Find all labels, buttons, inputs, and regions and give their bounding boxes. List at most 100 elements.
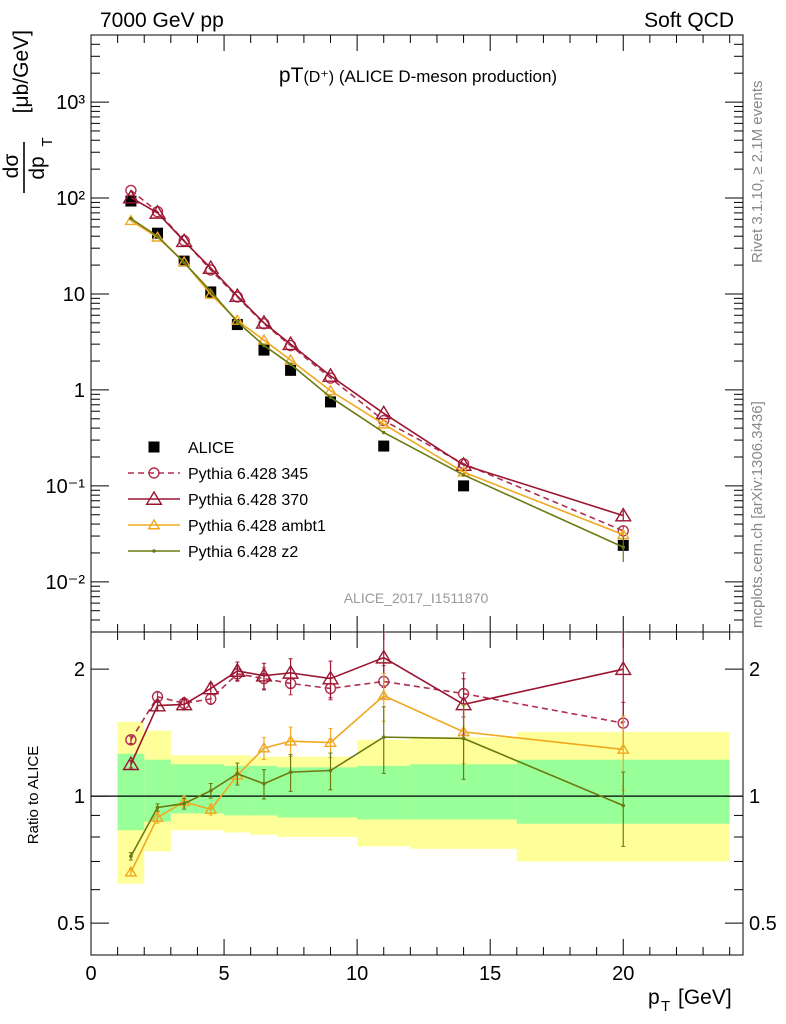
ratio-point <box>202 680 220 695</box>
ratio-point <box>328 768 333 773</box>
legend-marker <box>147 518 161 530</box>
ratio-point <box>262 781 266 786</box>
main-point <box>461 473 466 477</box>
ratio-series-pythia-6.428-370 <box>122 631 632 771</box>
ratio-point <box>614 660 632 676</box>
plot-title-paren: (D⁺) <box>303 69 334 86</box>
ratio-plot-area: 0.5 0.51 12 20 5 10 15 20 <box>57 631 777 985</box>
legend-label: Pythia 6.428 ambt1 <box>188 518 326 535</box>
main-y-tick-label: 10 <box>63 284 85 306</box>
main-point <box>255 314 273 329</box>
ratio-point <box>324 736 337 747</box>
main-point <box>129 216 133 221</box>
legend-label: Pythia 6.428 370 <box>188 492 308 509</box>
legend-marker <box>145 490 163 505</box>
main-series-pythia-6.428-z2 <box>129 216 626 562</box>
main-point <box>378 440 390 452</box>
main-point <box>148 204 167 219</box>
main-point <box>288 362 293 367</box>
ratio-point <box>129 854 133 859</box>
ratio-band-green <box>357 765 411 820</box>
x-tick-label: 20 <box>612 963 634 985</box>
main-point <box>324 384 337 396</box>
ratio-point <box>208 788 213 793</box>
main-point <box>621 545 626 549</box>
xlabel-main: p <box>648 986 660 1009</box>
mcplots-label: mcplots.cern.ch [arXiv:1306.3436] <box>749 401 766 628</box>
main-y-tick-label: 1 <box>74 380 85 402</box>
main-point <box>151 230 165 242</box>
header-energy-label: 7000 GeV pp <box>100 9 224 32</box>
main-series-pythia-6.428-345 <box>125 184 629 537</box>
ratio-frame <box>90 631 744 956</box>
main-point <box>458 480 470 492</box>
legend: ALICE Pythia 6.428 345 Pythia 6.428 370 Pyt… <box>128 440 326 561</box>
main-point <box>282 335 300 351</box>
ratio-point <box>148 697 167 712</box>
ratio-point <box>235 771 240 776</box>
ylabel-units: [μb/GeV] <box>10 30 33 113</box>
legend-item: Pythia 6.428 z2 <box>128 544 298 561</box>
analysis-watermark: ALICE_2017_I1511870 <box>344 590 489 606</box>
main-point <box>177 255 191 267</box>
ratio-y-tick-label-right: 1 <box>749 786 760 808</box>
main-series-line <box>130 220 624 536</box>
ratio-point <box>377 689 391 701</box>
x-tick-label: 0 <box>85 963 96 985</box>
ratio-point <box>255 667 273 682</box>
ratio-point <box>125 734 137 746</box>
ratio-point <box>381 735 386 739</box>
ylabel-denominator-sub: T <box>39 137 56 146</box>
main-point <box>202 259 220 275</box>
legend-label: Pythia 6.428 345 <box>188 466 308 483</box>
ratio-point <box>321 670 340 685</box>
main-point <box>285 364 297 376</box>
ratio-ylabel: Ratio to ALICE <box>25 746 42 844</box>
ratio-point <box>155 805 160 810</box>
legend-marker <box>148 441 160 453</box>
main-plot-area: 10⁻² 10⁻¹ 1 10 10² 10³ <box>46 34 744 633</box>
main-point <box>325 396 337 408</box>
legend-item: Pythia 6.428 370 <box>128 490 308 509</box>
rivet-version-label: Rivet 3.1.10, ≥ 2.1M events <box>749 81 766 264</box>
plot-title-rest: (ALICE D-meson production) <box>334 67 557 86</box>
ratio-point <box>124 865 138 877</box>
main-point <box>454 456 473 471</box>
main-point <box>178 234 190 247</box>
ratio-panel: 0.5 0.51 12 20 5 10 15 20 <box>57 631 777 985</box>
main-point <box>208 289 213 293</box>
main-frame <box>90 34 744 633</box>
ratio-point <box>375 649 393 664</box>
xlabel-units: [GeV] <box>678 986 732 1009</box>
ratio-point <box>621 803 626 808</box>
x-tick-label: 5 <box>218 963 229 985</box>
main-y-tick-label: 10⁻¹ <box>46 476 86 498</box>
plot-title-main: pT <box>279 64 304 87</box>
ratio-series-line <box>130 672 624 741</box>
main-point <box>122 189 140 204</box>
legend-item: Pythia 6.428 345 <box>128 466 308 483</box>
ratio-point <box>175 696 193 711</box>
main-point <box>125 195 137 207</box>
legend-marker <box>148 467 160 479</box>
main-point <box>262 343 266 348</box>
ratio-point <box>204 803 218 814</box>
main-y-tick-label: 10² <box>56 188 85 210</box>
xlabel-sub: T <box>661 998 670 1015</box>
legend-item: ALICE <box>148 440 234 457</box>
plot-title: pT(D⁺) (ALICE D-meson production) <box>279 64 557 87</box>
main-point <box>155 234 160 239</box>
main-point <box>228 287 246 303</box>
ratio-y-tick-label-left: 0.5 <box>57 913 85 935</box>
main-y-tick-label: 10³ <box>56 92 85 114</box>
x-tick-label: 10 <box>346 963 368 985</box>
main-series-pythia-6.428-370 <box>122 189 632 522</box>
legend-marker <box>152 549 156 553</box>
ratio-y-tick-label-left: 1 <box>74 786 85 808</box>
ratio-y-tick-label-left: 2 <box>74 659 85 681</box>
legend-label: ALICE <box>188 440 234 457</box>
main-y-tick-label: 10⁻² <box>46 572 86 594</box>
xlabel: p T [GeV] <box>648 986 732 1015</box>
ratio-point <box>257 741 271 753</box>
